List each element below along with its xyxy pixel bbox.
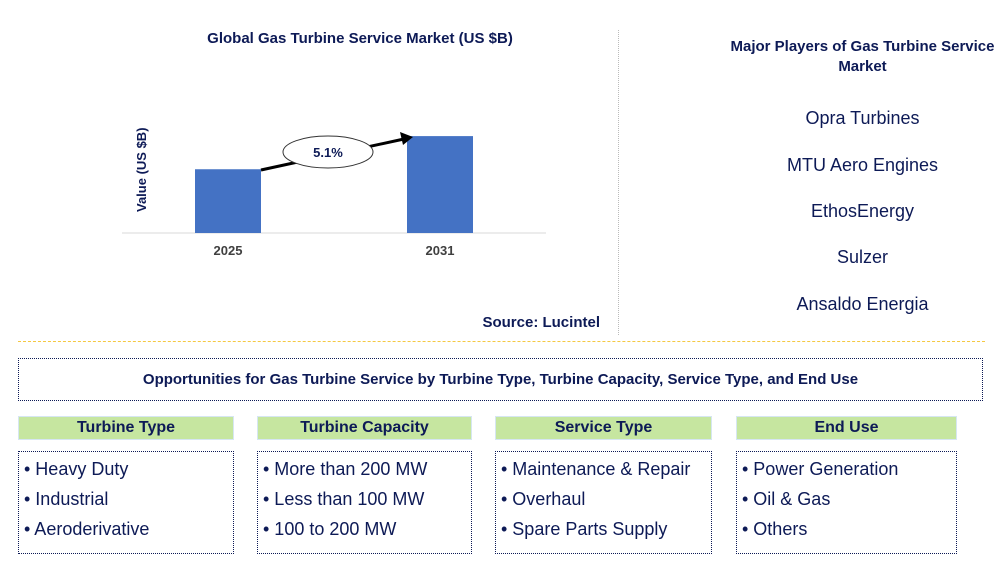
cagr-label: 5.1%: [313, 145, 343, 160]
column-header-service-type: Service Type: [495, 416, 712, 440]
horizontal-divider: [18, 341, 985, 342]
list-item: • Maintenance & Repair: [501, 459, 691, 479]
list-item: • More than 200 MW: [263, 459, 428, 479]
column-list-end-use: • Power Generation • Oil & Gas • Others: [736, 451, 957, 554]
list-item: • Less than 100 MW: [263, 489, 425, 509]
chart-title: Global Gas Turbine Service Market (US $B…: [207, 30, 513, 47]
player-item: Ansaldo Energia: [796, 294, 929, 314]
list-item: • Industrial: [24, 489, 109, 509]
x-tick-label: 2025: [214, 243, 243, 258]
opportunities-title: Opportunities for Gas Turbine Service by…: [18, 358, 983, 401]
player-item: Sulzer: [836, 247, 889, 267]
list-item: • Overhaul: [501, 489, 586, 509]
column-header-turbine-capacity: Turbine Capacity: [257, 416, 472, 440]
player-item: MTU Aero Engines: [786, 155, 939, 175]
y-axis-label: Value (US $B): [134, 127, 149, 212]
cagr-ellipse: [282, 135, 374, 169]
column-header-end-use: End Use: [736, 416, 957, 440]
player-item: EthosEnergy: [810, 201, 915, 221]
arrow-head-icon: [400, 132, 413, 145]
player-item: Opra Turbines: [805, 108, 920, 128]
list-item: • Power Generation: [742, 459, 899, 479]
column-list-turbine-capacity: • More than 200 MW • Less than 100 MW • …: [257, 451, 472, 554]
source-label: Source: Lucintel: [482, 314, 600, 331]
column-list-service-type: • Maintenance & Repair • Overhaul • Spar…: [495, 451, 712, 554]
vertical-divider: [618, 30, 619, 335]
list-item: • 100 to 200 MW: [263, 519, 397, 539]
players-title: Major Players of Gas Turbine Service Mar…: [730, 38, 995, 75]
list-item: • Oil & Gas: [742, 489, 831, 509]
bar-2025: [195, 169, 261, 233]
list-item: • Spare Parts Supply: [501, 519, 668, 539]
list-item: • Aeroderivative: [24, 519, 150, 539]
list-item: • Heavy Duty: [24, 459, 129, 479]
column-header-turbine-type: Turbine Type: [18, 416, 234, 440]
column-list-turbine-type: • Heavy Duty • Industrial • Aeroderivati…: [18, 451, 234, 554]
bar-2031: [407, 136, 473, 233]
bar-chart: Value (US $B) 2025 2031 5.1%: [122, 127, 546, 258]
x-tick-label: 2031: [426, 243, 455, 258]
list-item: • Others: [742, 519, 808, 539]
